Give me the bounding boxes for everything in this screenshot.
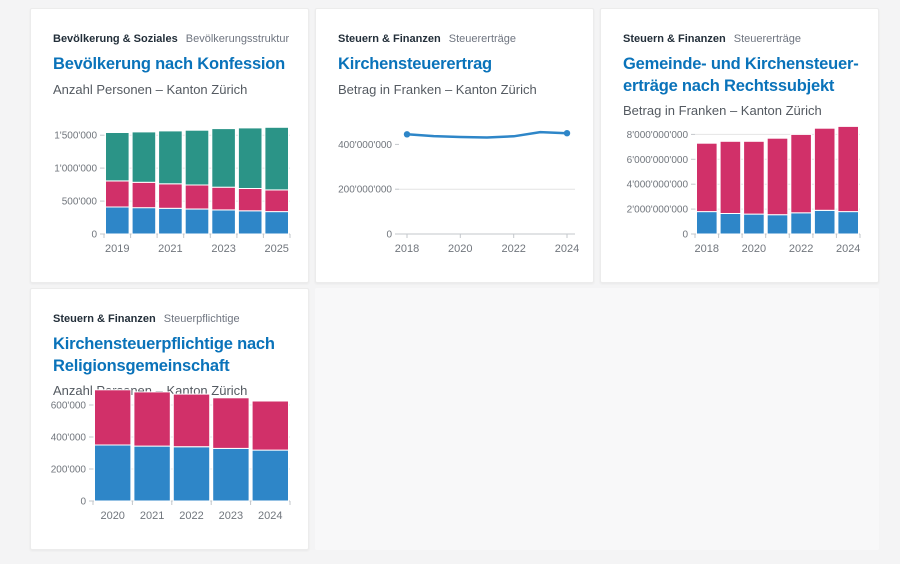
svg-text:2023: 2023 <box>219 510 243 522</box>
category-label: Bevölkerung & Soziales <box>53 33 178 45</box>
chart-svg: 0 200'000 400'000 600'000 2020 2021 2022 2023 20… <box>51 389 291 522</box>
stacked-bar-chart-religionsgemeinschaft: 0 200'000 400'000 600'000 2020 2021 2022 2023 20… <box>45 383 294 533</box>
svg-text:0: 0 <box>386 230 392 241</box>
svg-text:2018: 2018 <box>395 243 419 255</box>
subcategory-label: Steuerpflichtige <box>163 313 240 325</box>
category-label: Steuern & Finanzen <box>53 313 156 325</box>
svg-text:2022: 2022 <box>179 510 203 522</box>
card-subtitle: Betrag in Franken – Kanton Zürich <box>623 103 822 119</box>
card-title-line: Gemeinde- und Kirchensteuer- <box>623 55 859 74</box>
svg-text:2020: 2020 <box>100 510 124 522</box>
svg-text:0: 0 <box>91 230 97 241</box>
svg-text:2024: 2024 <box>836 243 860 255</box>
svg-text:4'000'000'000: 4'000'000'000 <box>627 180 689 191</box>
card-title-line: Religionsgemeinschaft <box>53 356 230 375</box>
svg-text:400'000: 400'000 <box>51 433 87 444</box>
chart-svg: 0 200'000'000 400'000'000 2018 2020 2022 2024 <box>338 130 579 255</box>
subcategory-label: Steuererträge <box>733 33 802 45</box>
svg-text:400'000'000: 400'000'000 <box>338 140 392 151</box>
card-subtitle: Anzahl Personen – Kanton Zürich <box>53 81 248 97</box>
svg-text:0: 0 <box>682 230 688 241</box>
card-title-link[interactable]: Bevölkerung nach Konfession <box>53 54 286 75</box>
category-label: Steuern & Finanzen <box>623 33 726 45</box>
card-title-line: Bevölkerung nach Konfession <box>53 55 286 74</box>
subcategory-label: Bevölkerungsstruktur <box>185 33 290 45</box>
svg-text:500'000: 500'000 <box>62 197 98 208</box>
category-breadcrumb: Bevölkerung & Soziales Bevölkerungsstruk… <box>53 33 290 46</box>
chart-svg: 0 2'000'000'000 4'000'000'000 6'000'000'000… <box>627 125 861 255</box>
card-title-line: Kirchensteuerertrag <box>338 55 492 74</box>
card-kirchensteuerertrag[interactable]: Steuern & Finanzen Steuererträge Kirchen… <box>315 8 594 283</box>
svg-text:0: 0 <box>80 497 86 508</box>
svg-text:8'000'000'000: 8'000'000'000 <box>627 130 689 141</box>
card-title-link[interactable]: Kirchensteuerpflichtige nach Religionsge… <box>53 334 286 377</box>
svg-text:2022: 2022 <box>789 243 813 255</box>
card-kirchensteuerpflichtige[interactable]: Steuern & Finanzen Steuerpflichtige Kirc… <box>30 288 309 550</box>
svg-text:2020: 2020 <box>742 243 766 255</box>
svg-text:6'000'000'000: 6'000'000'000 <box>627 155 689 166</box>
empty-card-placeholder <box>315 288 879 550</box>
svg-text:1'500'000: 1'500'000 <box>54 131 97 142</box>
card-title-link[interactable]: Kirchensteuerertrag <box>338 54 571 75</box>
svg-text:1'000'000: 1'000'000 <box>54 164 97 175</box>
svg-text:200'000: 200'000 <box>51 465 87 476</box>
category-label: Steuern & Finanzen <box>338 33 441 45</box>
card-subtitle: Betrag in Franken – Kanton Zürich <box>338 81 537 97</box>
svg-text:2'000'000'000: 2'000'000'000 <box>627 205 689 216</box>
svg-text:200'000'000: 200'000'000 <box>338 185 392 196</box>
category-breadcrumb: Steuern & Finanzen Steuerpflichtige <box>53 313 286 326</box>
stacked-bar-chart-konfession: 0 500'000 1'000'000 1'500'000 2019 2021 2023 20… <box>45 116 294 266</box>
card-gemeinde-kirchensteuerertraege[interactable]: Steuern & Finanzen Steuererträge Gemeind… <box>600 8 879 283</box>
line-chart-kirchensteuerertrag: 0 200'000'000 400'000'000 2018 2020 2022 2024 <box>330 116 579 266</box>
svg-text:2024: 2024 <box>258 510 282 522</box>
svg-text:2023: 2023 <box>211 243 235 255</box>
subcategory-label: Steuererträge <box>448 33 517 45</box>
svg-text:2020: 2020 <box>448 243 472 255</box>
svg-text:2021: 2021 <box>140 510 164 522</box>
svg-text:2019: 2019 <box>105 243 129 255</box>
category-breadcrumb: Steuern & Finanzen Steuererträge <box>338 33 571 46</box>
svg-text:600'000: 600'000 <box>51 401 87 412</box>
svg-text:2024: 2024 <box>555 243 579 255</box>
svg-text:2022: 2022 <box>501 243 525 255</box>
card-bevoelkerung-nach-konfession[interactable]: Bevölkerung & Soziales Bevölkerungsstruk… <box>30 8 309 283</box>
card-title-line: erträge nach Rechtssubjekt <box>623 76 835 95</box>
card-title-line: Kirchensteuerpflichtige nach <box>53 335 275 354</box>
stacked-bar-chart-rechtssubjekt: 0 2'000'000'000 4'000'000'000 6'000'000'000… <box>615 116 864 266</box>
card-title-link[interactable]: Gemeinde- und Kirchensteuer- erträge nac… <box>623 54 859 97</box>
svg-text:2021: 2021 <box>158 243 182 255</box>
svg-text:2018: 2018 <box>695 243 719 255</box>
category-breadcrumb: Steuern & Finanzen Steuererträge <box>623 33 856 46</box>
svg-text:2025: 2025 <box>264 243 288 255</box>
chart-svg: 0 500'000 1'000'000 1'500'000 2019 2021 2023 20… <box>54 126 291 255</box>
